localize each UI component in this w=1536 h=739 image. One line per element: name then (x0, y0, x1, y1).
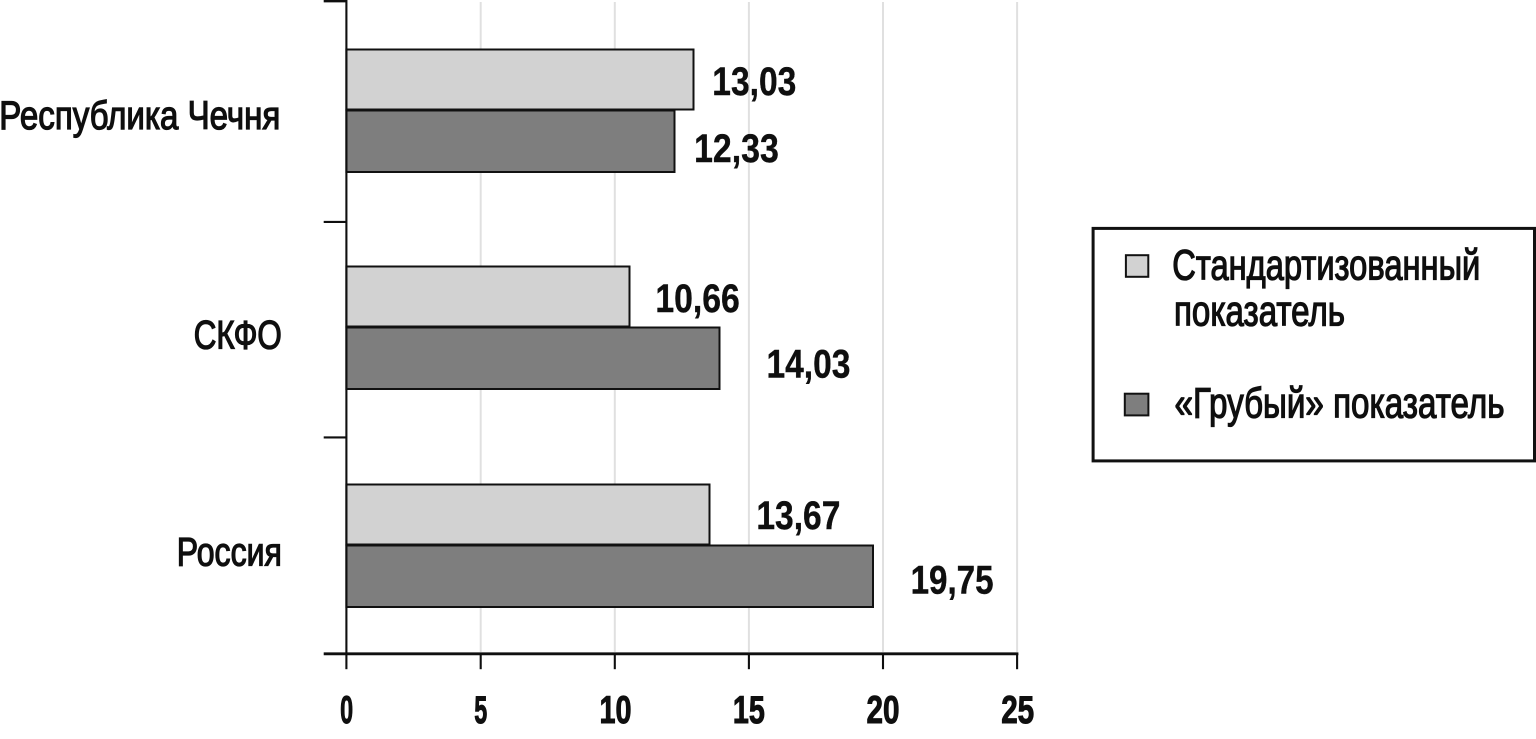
svg-text:13,03: 13,03 (712, 60, 796, 104)
svg-text:показатель: показатель (1174, 288, 1345, 336)
svg-text:5: 5 (474, 689, 487, 732)
svg-text:Стандартизованный: Стандартизованный (1172, 242, 1480, 290)
svg-text:25: 25 (1001, 689, 1034, 732)
svg-text:12,33: 12,33 (694, 127, 779, 171)
svg-text:«Грубый» показатель: «Грубый» показатель (1175, 379, 1505, 427)
svg-text:СКФО: СКФО (194, 314, 282, 358)
svg-text:19,75: 19,75 (911, 559, 994, 603)
svg-text:14,03: 14,03 (767, 342, 851, 386)
svg-text:0: 0 (340, 689, 353, 732)
svg-text:Россия: Россия (177, 531, 282, 575)
svg-text:10: 10 (600, 689, 632, 732)
svg-text:20: 20 (867, 689, 900, 732)
svg-text:13,67: 13,67 (756, 494, 840, 538)
svg-text:10,66: 10,66 (655, 277, 739, 321)
svg-text:Республика Чечня: Республика Чечня (0, 94, 280, 138)
svg-text:15: 15 (733, 689, 765, 732)
